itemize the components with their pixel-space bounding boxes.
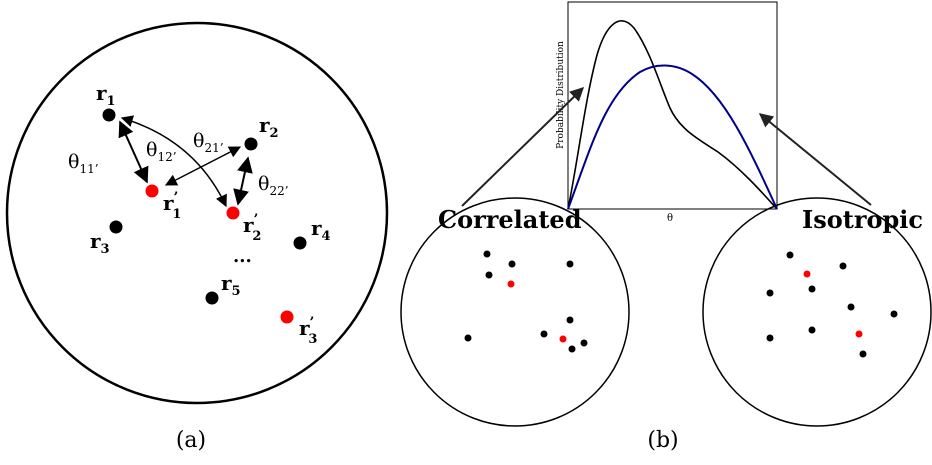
point-r5 xyxy=(205,291,219,305)
label-theta-12: θ12’ xyxy=(146,139,177,164)
panel-a: r1 r2 r3 r4 r5 r’ 1 r’ 2 r’ 3 θ11’ θ12’ xyxy=(5,21,389,453)
isotropic-point xyxy=(766,334,774,342)
label-r1: r1 xyxy=(96,81,116,109)
correlated-point xyxy=(464,334,472,342)
caption-b: (b) xyxy=(647,428,678,453)
label-r3-prime: r’ 3 xyxy=(299,315,317,347)
correlated-points xyxy=(464,250,588,353)
label-r5: r5 xyxy=(221,271,241,299)
point-r1-prime xyxy=(145,184,159,198)
correlated-point xyxy=(485,271,493,279)
isotropic-point xyxy=(839,262,847,270)
plot-frame xyxy=(567,1,778,210)
plot-ylabel: Probability Distribution xyxy=(556,41,566,149)
correlated-point-red xyxy=(559,335,567,343)
isotropic-point xyxy=(808,285,816,293)
isotropic-point-red xyxy=(855,330,863,338)
isotropic-circle xyxy=(702,197,932,427)
isotropic-point xyxy=(859,350,867,358)
correlated-point xyxy=(568,345,576,353)
arrow-theta-22 xyxy=(233,156,253,206)
point-r3 xyxy=(109,220,123,234)
point-r2-prime xyxy=(226,206,240,220)
isotropic-point xyxy=(890,310,898,318)
isotropic-point-red xyxy=(803,270,811,278)
point-r4 xyxy=(293,236,307,250)
isotropic-points xyxy=(766,251,898,358)
point-r2 xyxy=(244,137,258,151)
isotropic-point xyxy=(786,251,794,259)
arrow-theta-21 xyxy=(164,146,242,186)
label-theta-21: θ21’ xyxy=(193,130,224,155)
correlated-point xyxy=(508,260,516,268)
ellipsis: ... xyxy=(233,246,252,267)
label-r2: r2 xyxy=(259,113,279,141)
correlated-point xyxy=(566,260,574,268)
arrow-theta-11 xyxy=(118,120,149,184)
correlated-label: Correlated xyxy=(438,205,582,234)
point-r3-prime xyxy=(280,310,294,324)
correlated-circle xyxy=(400,197,630,427)
correlated-curve xyxy=(567,20,778,210)
correlated-point xyxy=(540,330,548,338)
isotropic-label: Isotropic xyxy=(802,205,923,234)
label-r2-prime: r’ 2 xyxy=(243,212,261,244)
isotropic-arrow xyxy=(758,113,872,206)
correlated-point-red xyxy=(507,280,515,288)
isotropic-point xyxy=(808,326,816,334)
label-theta-11: θ11’ xyxy=(68,151,99,176)
isotropic-point xyxy=(766,289,774,297)
label-theta-22: θ22’ xyxy=(258,173,289,198)
isotropic-point xyxy=(847,303,855,311)
correlated-point xyxy=(483,250,491,258)
panel-a-circle xyxy=(5,21,389,405)
caption-a: (a) xyxy=(176,428,206,453)
label-r1-prime: r’ 1 xyxy=(163,190,181,222)
correlated-arrow xyxy=(461,87,585,207)
panel-b: Probability Distribution θ Correlated Is… xyxy=(400,1,932,453)
point-r1 xyxy=(102,108,116,122)
label-r4: r4 xyxy=(311,216,331,244)
plot-xlabel: θ xyxy=(667,213,673,224)
isotropic-curve xyxy=(567,64,778,210)
correlated-point xyxy=(566,316,574,324)
correlated-point xyxy=(580,339,588,347)
label-r3: r3 xyxy=(90,229,110,257)
